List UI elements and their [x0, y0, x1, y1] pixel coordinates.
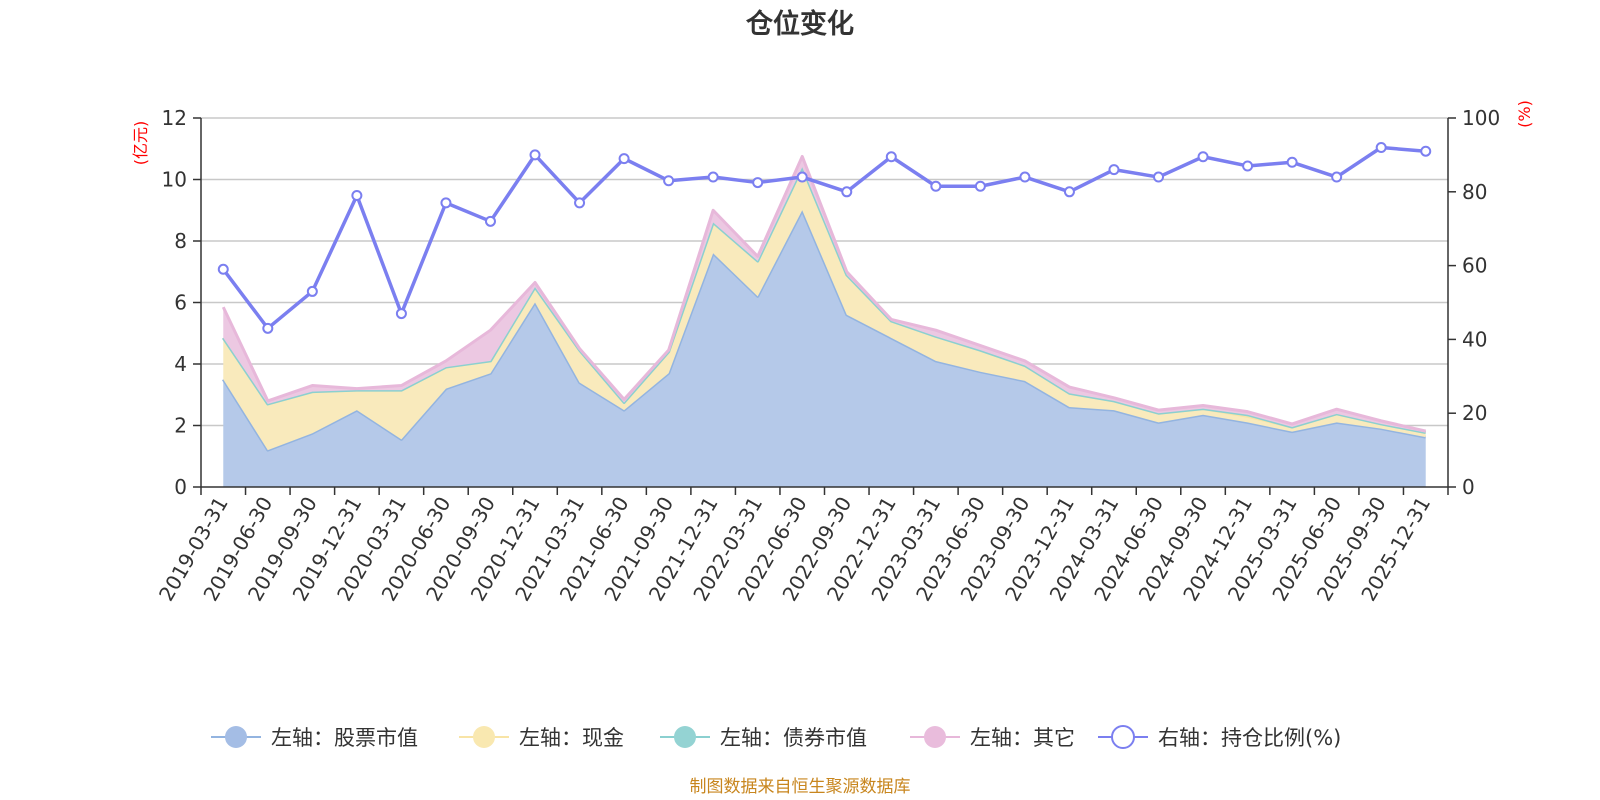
ratio-point: [1108, 164, 1120, 176]
left-tick-label: 4: [174, 352, 187, 376]
ratio-point: [1286, 156, 1298, 168]
legend-item[interactable]: 左轴：股票市值: [211, 726, 418, 750]
ratio-point: [752, 177, 764, 189]
legend-marker: [473, 726, 495, 748]
legend-label: 右轴：持仓比例(%): [1158, 726, 1341, 750]
right-tick-label: 40: [1462, 327, 1487, 351]
ratio-point: [484, 215, 496, 227]
ratio-point: [1063, 186, 1075, 198]
ratio-point: [529, 149, 541, 161]
ratio-point: [1242, 160, 1254, 172]
left-tick-label: 10: [162, 168, 187, 192]
right-tick-label: 100: [1462, 106, 1500, 130]
ratio-point: [217, 263, 229, 275]
ratio-line-series: [217, 142, 1432, 334]
legend-item[interactable]: 左轴：其它: [910, 726, 1075, 750]
legend-marker: [1111, 725, 1135, 749]
legend: 左轴：股票市值 左轴：现金 左轴：债券市值 左轴：其它 右轴：持仓比例(%): [211, 725, 1341, 750]
area-fill: [223, 210, 1426, 487]
ratio-point: [930, 180, 942, 192]
ratio-point: [663, 175, 675, 187]
right-tick-label: 80: [1462, 180, 1487, 204]
ratio-point: [618, 153, 630, 165]
right-tick-label: 0: [1462, 475, 1475, 499]
legend-label: 左轴：其它: [970, 726, 1075, 750]
left-tick-label: 2: [174, 414, 187, 438]
chart-title: 仓位变化: [745, 8, 854, 40]
ratio-point: [1420, 145, 1432, 157]
right-tick-label: 20: [1462, 401, 1487, 425]
ratio-point: [1153, 171, 1165, 183]
ratio-point: [351, 189, 363, 201]
ratio-point: [1019, 171, 1031, 183]
ratio-point: [306, 285, 318, 297]
series-4: [221, 154, 1427, 433]
legend-item[interactable]: 左轴：现金: [459, 726, 624, 750]
ratio-point: [262, 322, 274, 334]
legend-label: 左轴：现金: [519, 726, 624, 750]
right-tick-label: 60: [1462, 254, 1487, 278]
ratio-point: [796, 171, 808, 183]
ratio-line: [221, 145, 1426, 331]
ratio-point: [1375, 142, 1387, 154]
ratio-point: [885, 151, 897, 163]
legend-marker: [225, 726, 247, 748]
ratio-point: [707, 171, 719, 183]
ratio-point: [574, 197, 586, 209]
source-note: 制图数据来自恒生聚源数据库: [690, 777, 911, 797]
left-tick-label: 6: [174, 291, 187, 315]
left-tick-label: 12: [162, 106, 187, 130]
legend-item[interactable]: 左轴：债券市值: [660, 726, 867, 750]
legend-label: 左轴：债券市值: [720, 726, 867, 750]
left-axis-name: (亿元): [131, 121, 150, 166]
right-axis-name: (%): [1515, 100, 1534, 128]
ratio-point: [440, 197, 452, 209]
ratio-point: [1331, 171, 1343, 183]
ratio-point: [395, 308, 407, 320]
ratio-point: [1197, 151, 1209, 163]
legend-label: 左轴：股票市值: [271, 726, 418, 750]
left-tick-label: 8: [174, 229, 187, 253]
stacked-areas: [221, 154, 1427, 487]
area-top-line: [221, 154, 1427, 433]
left-tick-label: 0: [174, 475, 187, 499]
ratio-point: [841, 186, 853, 198]
legend-item[interactable]: 右轴：持仓比例(%): [1098, 725, 1341, 750]
legend-marker: [674, 726, 696, 748]
legend-marker: [924, 726, 946, 748]
ratio-point: [974, 180, 986, 192]
